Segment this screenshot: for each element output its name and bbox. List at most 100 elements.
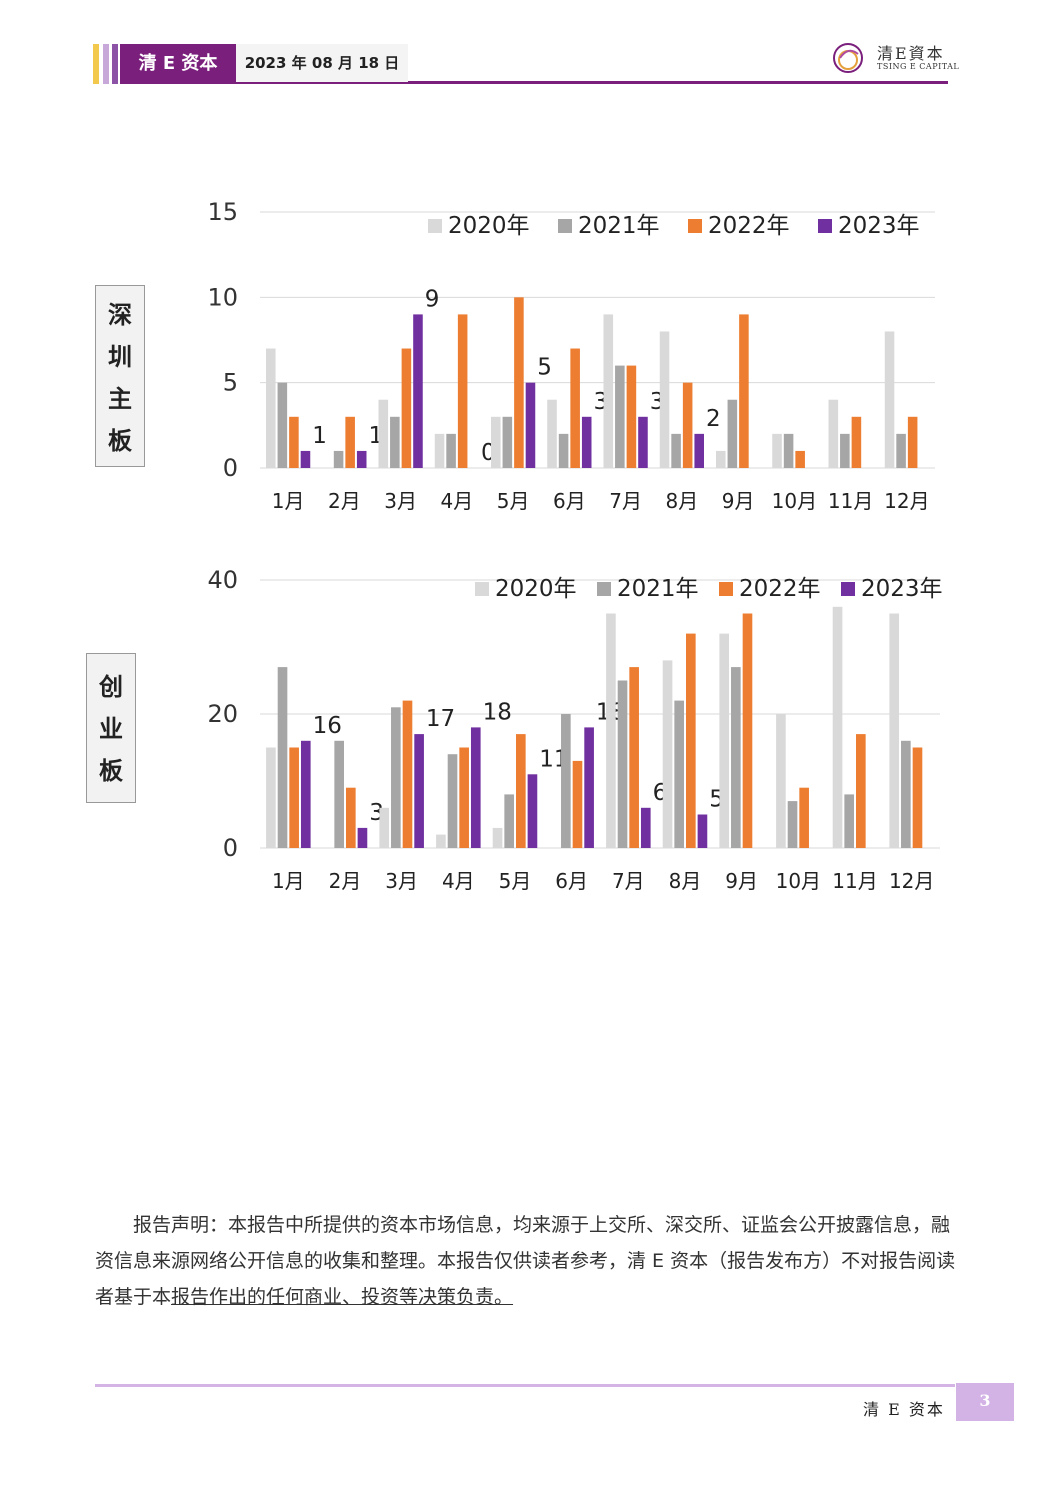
- x-tick-label: 6月: [555, 869, 588, 893]
- bar: [357, 827, 368, 848]
- bar: [266, 747, 276, 848]
- x-tick-label: 1月: [272, 489, 305, 513]
- bar: [731, 667, 741, 848]
- company-logo: [833, 43, 863, 73]
- bar: [527, 774, 538, 848]
- bar: [334, 740, 344, 848]
- legend-label: 2022年: [708, 213, 790, 239]
- y-tick-label: 15: [207, 198, 238, 226]
- bar: [346, 787, 356, 848]
- x-tick-label: 4月: [441, 489, 474, 513]
- bar: [840, 433, 850, 468]
- bar: [832, 606, 843, 848]
- legend-swatch: [841, 582, 855, 596]
- bar: [584, 727, 594, 848]
- bar: [414, 734, 424, 848]
- bar: [345, 416, 355, 468]
- x-tick-label: 8月: [669, 869, 702, 893]
- bar: [844, 794, 854, 848]
- bar: [697, 814, 708, 848]
- bar: [896, 433, 906, 468]
- bar: [492, 827, 503, 848]
- bar: [606, 613, 616, 848]
- legend-swatch: [428, 219, 442, 233]
- disclaimer-text: 报告声明：本报告中所提供的资本市场信息，均来源于上交所、深交所、证监会公开披露信…: [95, 1214, 956, 1308]
- legend-label: 2022年: [739, 576, 821, 602]
- x-tick-label: 5月: [497, 489, 530, 513]
- x-tick-label: 3月: [385, 869, 418, 893]
- legend-swatch: [475, 582, 489, 596]
- bar: [662, 660, 673, 848]
- x-tick-label: 12月: [889, 869, 934, 893]
- x-tick-label: 3月: [384, 489, 417, 513]
- x-tick-label: 9月: [722, 489, 755, 513]
- bar: [884, 331, 895, 468]
- bar: [772, 433, 782, 468]
- bar: [572, 760, 583, 848]
- label-char: 板: [99, 757, 123, 785]
- header-brand: 清 E 资本: [120, 44, 236, 84]
- x-tick-label: 10月: [776, 869, 821, 893]
- data-label: 18: [483, 699, 512, 725]
- x-tick-label: 7月: [609, 489, 642, 513]
- bar: [447, 754, 458, 848]
- x-tick-label: 11月: [832, 869, 877, 893]
- footer-rule: [95, 1384, 955, 1387]
- bar: [739, 314, 749, 468]
- label-char: 主: [108, 385, 132, 413]
- bar: [446, 433, 456, 468]
- legend-label: 2021年: [578, 213, 660, 239]
- header-rule: [408, 81, 948, 84]
- bar: [907, 416, 918, 468]
- bar: [561, 714, 571, 848]
- y-tick-label: 5: [223, 369, 238, 397]
- bar: [391, 707, 401, 848]
- bar: [682, 382, 693, 468]
- bar: [694, 433, 704, 468]
- x-tick-label: 2月: [329, 869, 362, 893]
- logo-swirl: [833, 43, 863, 73]
- x-tick-label: 7月: [612, 869, 645, 893]
- bar: [659, 331, 670, 468]
- bar: [300, 740, 311, 848]
- bar: [629, 667, 639, 848]
- bar: [491, 416, 501, 468]
- legend-swatch: [688, 219, 702, 233]
- x-tick-label: 12月: [884, 489, 929, 513]
- x-tick-label: 1月: [272, 869, 305, 893]
- section-label-shenzhen-main-board: 深 圳 主 板: [95, 285, 145, 467]
- bar: [502, 416, 513, 468]
- legend-swatch: [719, 582, 733, 596]
- bar: [856, 734, 866, 848]
- footer-brand: 清 E 资本: [863, 1400, 945, 1419]
- bar: [581, 416, 592, 468]
- report-disclaimer: 报告声明：本报告中所提供的资本市场信息，均来源于上交所、深交所、证监会公开披露信…: [95, 1207, 957, 1315]
- label-char: 板: [108, 427, 132, 455]
- bar: [402, 700, 413, 848]
- x-tick-label: 11月: [828, 489, 873, 513]
- header-accent-yellow: [93, 44, 99, 84]
- legend-label: 2023年: [861, 576, 943, 602]
- x-tick-label: 2月: [328, 489, 361, 513]
- bar: [674, 700, 684, 848]
- bar: [638, 416, 648, 468]
- x-tick-label: 5月: [499, 869, 532, 893]
- chart-chinext: 02040161月32月173月184月115月186月67月58月9月10月1…: [207, 566, 943, 893]
- bar: [379, 807, 390, 848]
- bar: [851, 416, 862, 468]
- label-char: 创: [99, 673, 123, 701]
- bar: [436, 834, 446, 848]
- bar: [901, 740, 911, 848]
- bar: [686, 633, 696, 848]
- bar: [783, 433, 794, 468]
- x-tick-label: 4月: [442, 869, 475, 893]
- page-number: 3: [956, 1383, 1014, 1421]
- bar: [787, 801, 798, 848]
- section-label-chinext: 创 业 板: [86, 653, 136, 803]
- data-label: 9: [425, 286, 440, 312]
- bar: [266, 348, 276, 468]
- bar: [742, 613, 753, 848]
- bar: [615, 365, 625, 468]
- bar: [719, 633, 730, 848]
- bar: [434, 433, 445, 468]
